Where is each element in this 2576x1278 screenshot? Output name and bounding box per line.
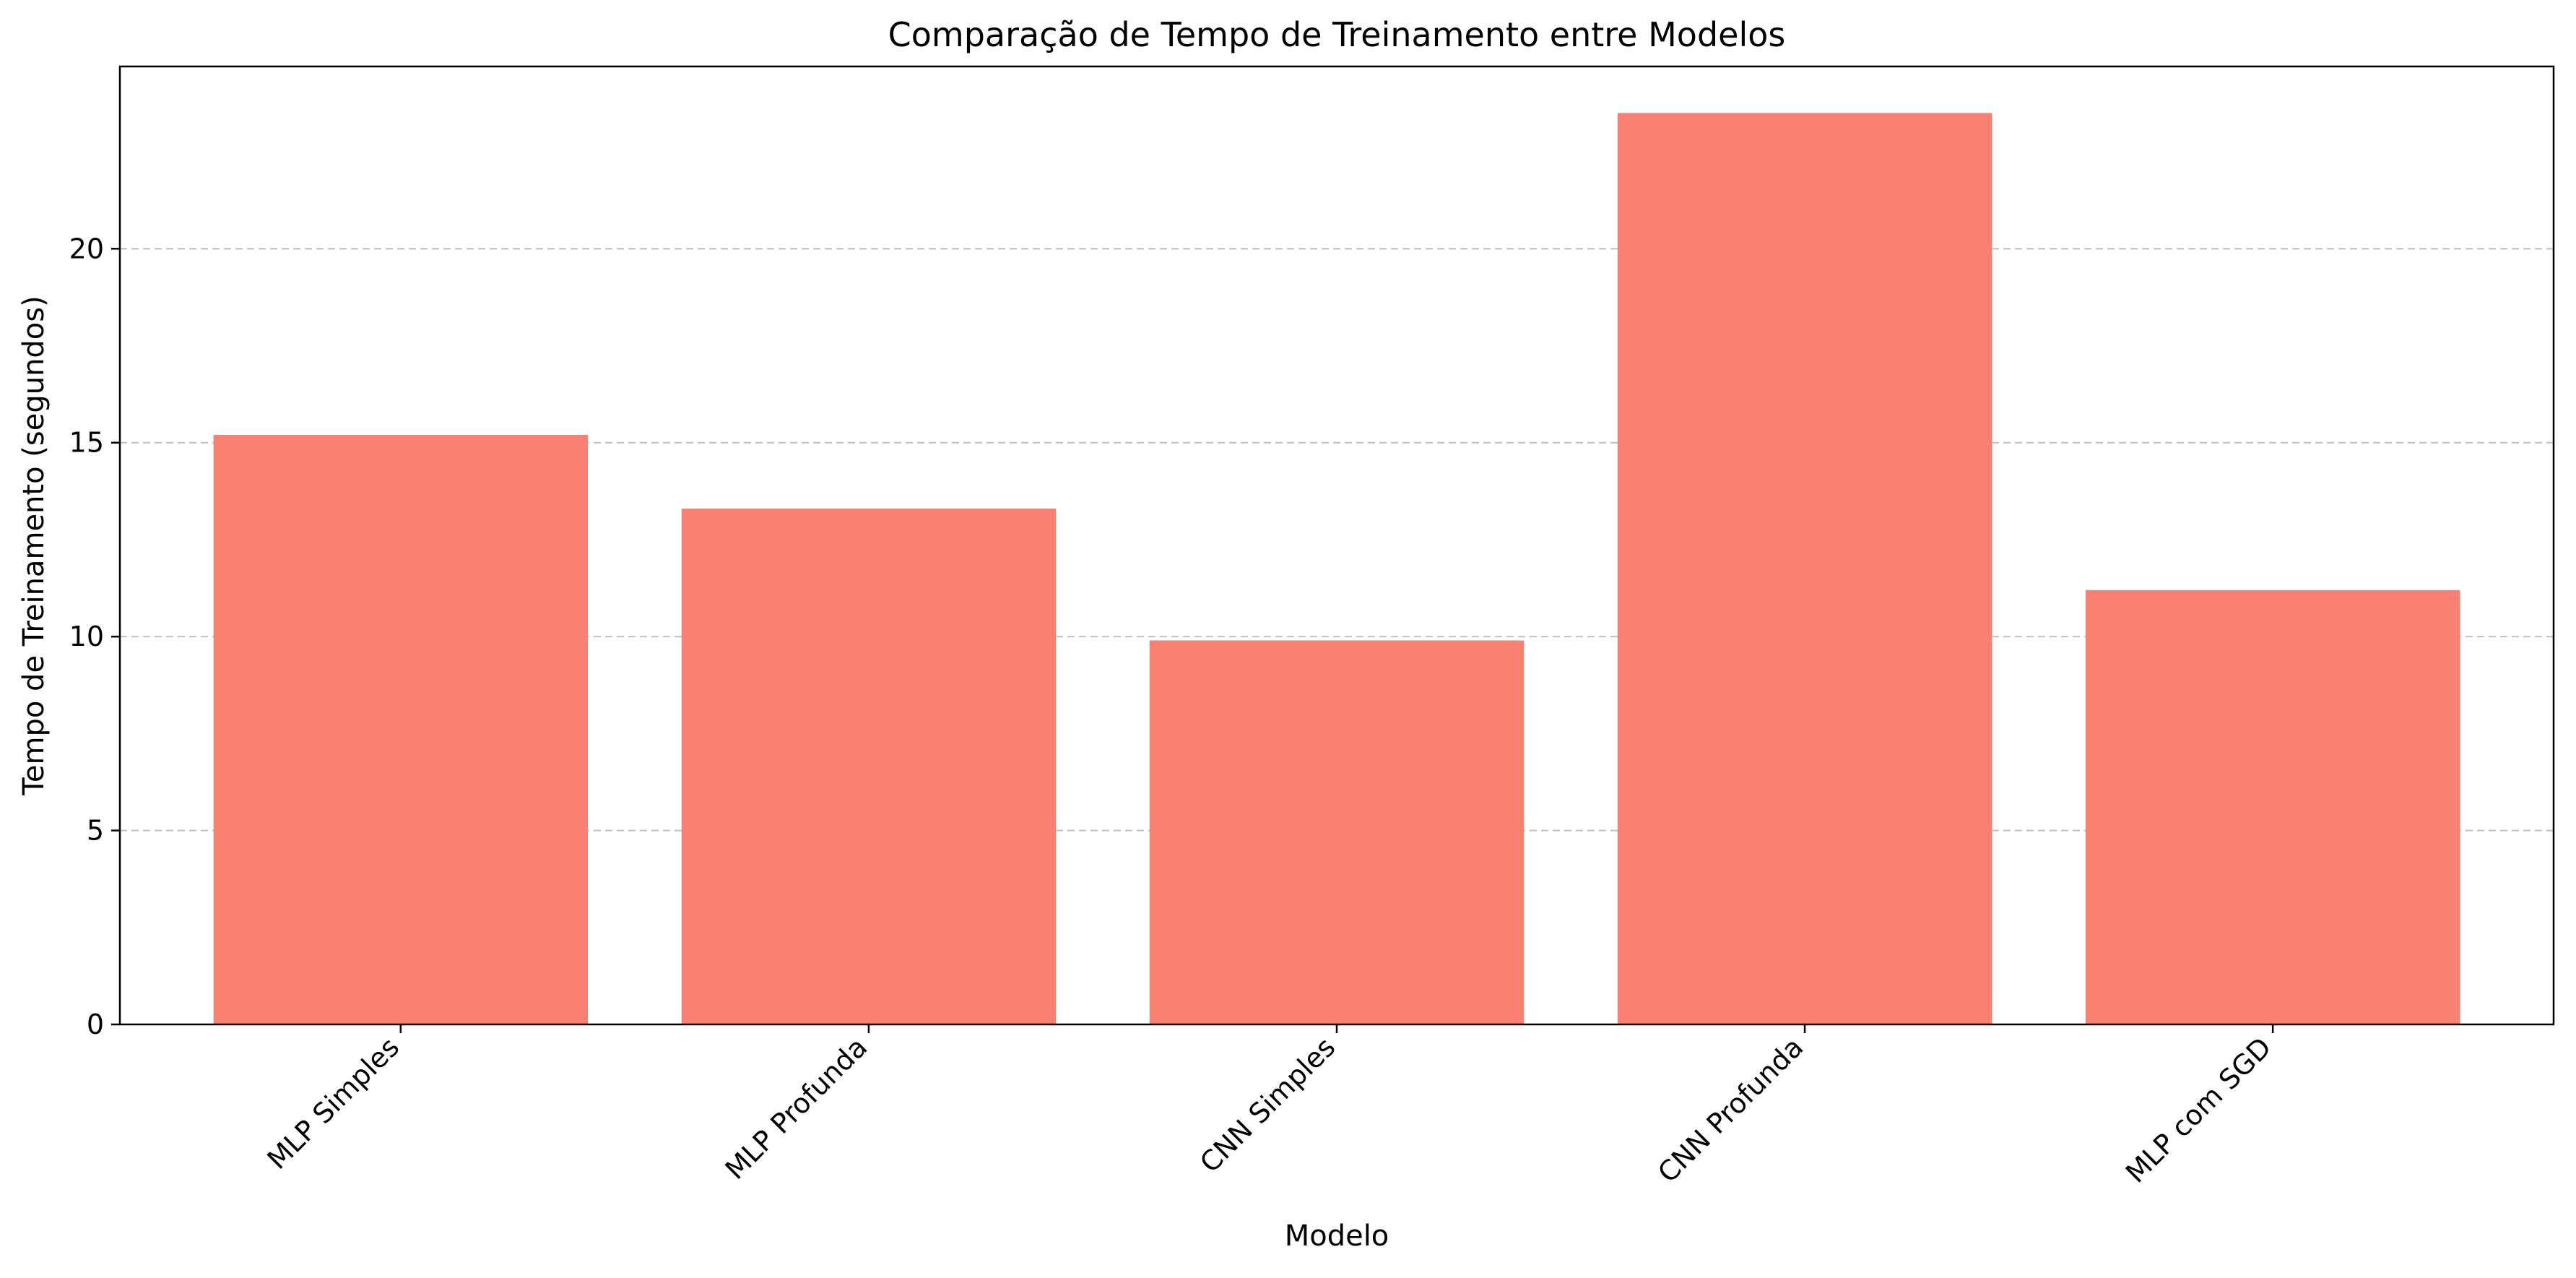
- x-axis-label: Modelo: [1285, 1219, 1389, 1253]
- y-tick-label: 20: [69, 233, 104, 264]
- x-tick-label: CNN Simples: [1194, 1031, 1341, 1178]
- y-axis-ticks: 0 5 10 15 20: [69, 233, 120, 1040]
- bar: [1617, 113, 1992, 1025]
- bar: [1149, 640, 1525, 1024]
- x-tick-label: MLP com SGD: [2120, 1031, 2278, 1189]
- y-tick-label: 5: [87, 815, 104, 847]
- chart-title: Comparação de Tempo de Treinamento entre…: [888, 15, 1786, 54]
- bar: [681, 509, 1057, 1024]
- x-tick-label: MLP Simples: [261, 1031, 405, 1175]
- y-tick-label: 10: [69, 621, 104, 652]
- bar: [2085, 590, 2460, 1024]
- y-tick-label: 15: [69, 427, 104, 459]
- bars: [213, 113, 2460, 1025]
- bar: [213, 435, 589, 1024]
- y-tick-label: 0: [87, 1009, 104, 1040]
- x-axis-ticks: MLP Simples MLP Profunda CNN Simples CNN Pr…: [261, 1024, 2278, 1189]
- x-tick-label: MLP Profunda: [719, 1031, 874, 1186]
- x-tick-label: CNN Profunda: [1652, 1031, 1809, 1188]
- y-axis-label: Tempo de Treinamento (segundos): [17, 295, 51, 795]
